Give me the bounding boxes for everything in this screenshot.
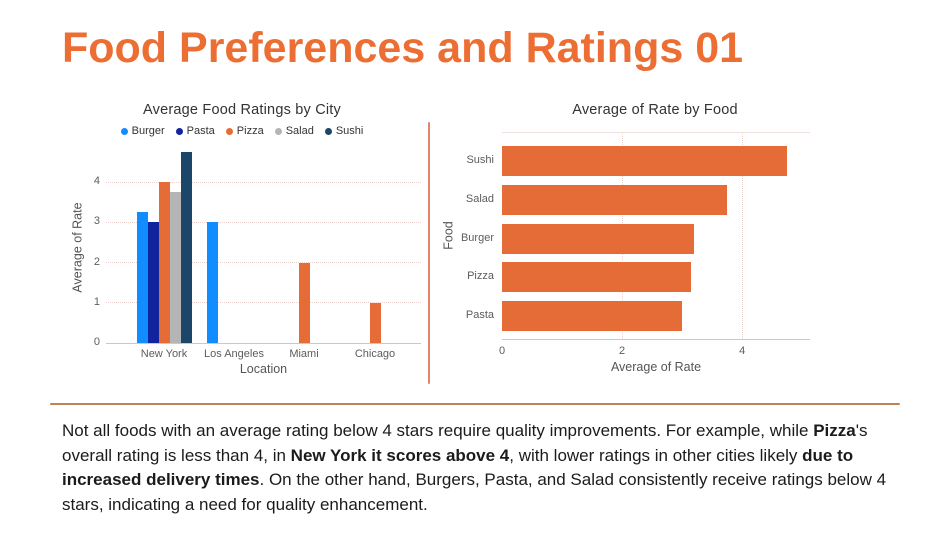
gridline-y-1: [106, 302, 421, 304]
y-category-salad: Salad: [465, 192, 494, 205]
x-tick-2: 2: [619, 345, 626, 357]
y-tick-0: 0: [93, 336, 100, 348]
left-x-axis-line: [106, 343, 421, 344]
legend-dot-pizza-icon: [225, 127, 233, 135]
bar-pizza-new-york[interactable]: [158, 182, 170, 343]
summary-text: Not all foods with an average rating bel…: [62, 419, 908, 517]
y-category-pizza: Pizza: [467, 270, 494, 283]
x-category-new-york: New York: [140, 348, 188, 360]
gridline-x-4: [741, 132, 743, 339]
y-category-burger: Burger: [460, 231, 494, 244]
left-chart-title: Average Food Ratings by City: [143, 102, 341, 118]
summary-segment-1: Not all foods with an average rating bel…: [62, 421, 814, 440]
vertical-divider: [428, 122, 430, 384]
chart-ratings-by-city: Average Food Ratings by City Burger Pasta…: [64, 96, 421, 396]
legend-dot-salad-icon: [274, 127, 282, 135]
summary-segment-4: New York it scores above 4: [290, 445, 510, 465]
gridline-y-2: [106, 262, 421, 264]
bar-salad-new-york[interactable]: [169, 192, 181, 343]
bar-burger-new-york[interactable]: [136, 212, 148, 343]
legend-dot-pasta-icon: [175, 127, 183, 135]
bar-sushi-new-york[interactable]: [180, 152, 192, 343]
right-y-axis-title: Food: [441, 221, 456, 250]
legend-item-burger[interactable]: Burger: [120, 125, 165, 137]
legend-label-pizza: Pizza: [236, 125, 264, 137]
summary-segment-2: Pizza: [813, 421, 856, 440]
bar-pasta[interactable]: [502, 301, 683, 332]
legend-label-burger: Burger: [131, 125, 165, 137]
summary-segment-5: , with lower ratings in other cities lik…: [509, 445, 803, 465]
y-tick-3: 3: [93, 215, 100, 228]
summary-segment-3: 's overall rating is less than 4, in: [62, 421, 868, 465]
legend-label-pasta: Pasta: [186, 125, 215, 137]
bar-sushi[interactable]: [502, 146, 788, 176]
legend-dot-burger-icon: [120, 127, 128, 135]
x-category-miami: Miami: [289, 348, 319, 360]
legend-item-sushi[interactable]: Sushi: [324, 125, 364, 137]
y-tick-2: 2: [93, 255, 100, 268]
bar-burger-los-angeles[interactable]: [206, 222, 218, 343]
x-tick-0: 0: [498, 345, 506, 357]
page-title: Food Preferences and Ratings 01: [62, 24, 744, 72]
chart-rate-by-food: Average of Rate by Food 0 2 4 Sushi Salad Bur…: [435, 96, 905, 396]
legend-item-pasta[interactable]: Pasta: [175, 125, 215, 137]
bar-pizza[interactable]: [502, 262, 692, 293]
right-plot-area: 0 2 4 Sushi Salad Burger Pizza Pasta: [461, 132, 810, 357]
y-category-sushi: Sushi: [466, 154, 494, 166]
bar-pizza-miami[interactable]: [298, 262, 310, 343]
x-tick-4: 4: [739, 345, 746, 357]
left-y-axis-title: Average of Rate: [70, 202, 85, 293]
legend-label-sushi: Sushi: [335, 125, 364, 137]
y-tick-4: 4: [93, 175, 100, 188]
legend-dot-sushi-icon: [324, 127, 332, 135]
right-x-axis-line: [502, 339, 810, 340]
chart-legend: Burger Pasta Pizza Salad Sushi: [64, 125, 420, 137]
legend-label-salad: Salad: [285, 125, 314, 137]
bar-pasta-new-york[interactable]: [147, 222, 159, 343]
bar-salad[interactable]: [502, 184, 728, 215]
summary-segment-6: due to increased delivery times: [62, 445, 854, 490]
y-category-pasta: Pasta: [465, 309, 494, 322]
left-x-axis-title: Location: [239, 362, 288, 376]
right-x-axis-title: Average of Rate: [610, 360, 702, 374]
legend-item-salad[interactable]: Salad: [274, 125, 314, 137]
bar-pizza-chicago[interactable]: [369, 302, 381, 343]
x-category-chicago: Chicago: [354, 348, 396, 360]
gridline-y-3: [106, 221, 421, 223]
legend-item-pizza[interactable]: Pizza: [225, 125, 264, 137]
horizontal-divider: [50, 403, 900, 405]
x-category-los-angeles: Los Angeles: [204, 348, 264, 360]
right-plot-top-border: [502, 132, 810, 133]
gridline-y-4: [106, 181, 421, 183]
left-plot-area: 0 1 2 3 4 New York Los Angeles Miami Chicago: [94, 150, 421, 360]
bar-burger[interactable]: [502, 223, 695, 254]
summary-segment-7: . On the other hand, Burgers, Pasta, and…: [62, 470, 887, 514]
right-chart-title: Average of Rate by Food: [572, 102, 738, 118]
y-tick-1: 1: [93, 295, 100, 308]
